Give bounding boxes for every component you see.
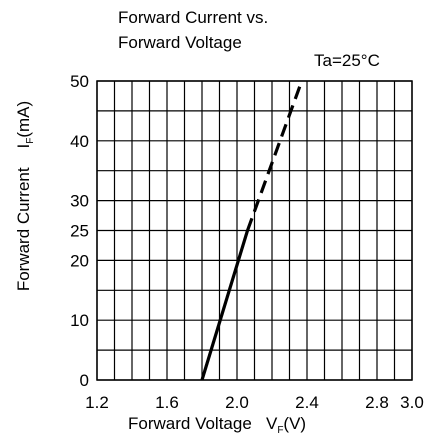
y-axis-label-unit: (mA) [14,100,33,138]
x-tick-label: 2.8 [365,393,389,412]
x-axis-label-unit: (V) [283,414,307,433]
x-tick-label: 3.0 [400,393,424,412]
x-axis-label-main: Forward Voltage [128,414,252,433]
chart-title-line-1: Forward Current vs. [118,8,269,27]
chart-title-line-2: Forward Voltage [118,33,242,52]
x-axis-label: Forward Voltage VF(V) [128,414,307,436]
y-axis-label-symbol: I [14,143,33,149]
y-tick-label: 30 [70,192,89,211]
y-axis-label-main: Forward Current [14,167,33,292]
x-tick-label: 2.4 [295,393,319,412]
iv-curve-solid-segment [200,230,250,381]
y-tick-label: 10 [70,311,89,330]
temperature-condition-label: Ta=25°C [314,51,380,70]
y-tick-label: 40 [70,132,89,151]
y-tick-label: 25 [70,222,89,241]
x-tick-label: 1.6 [155,393,179,412]
y-tick-label: 0 [80,371,89,390]
x-tick-label: 1.2 [85,393,109,412]
y-axis-label-subscript: F [25,137,36,144]
x-axis-label-symbol: V [265,414,278,433]
plot-frame [96,80,413,381]
iv-curve-dashed-segment [245,80,304,232]
y-tick-label: 20 [70,251,89,270]
x-axis-label-subscript: F [277,425,284,436]
x-tick-label: 2.0 [225,393,249,412]
y-tick-label: 50 [70,72,89,91]
